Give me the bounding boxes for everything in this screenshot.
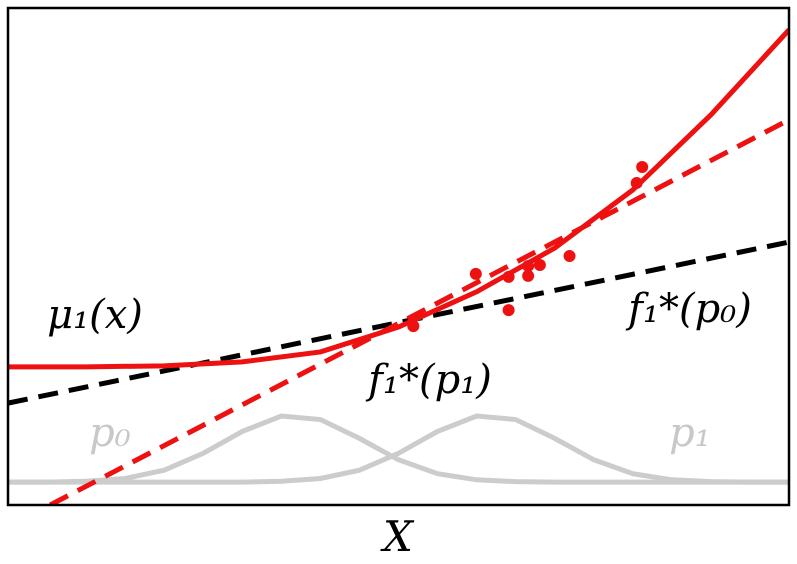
data-point [630,176,643,189]
annotation: μ₁(x) [47,292,143,338]
data-point [563,250,576,263]
x-axis-label: X [380,512,415,561]
data-point [522,269,535,282]
annotation: p₀ [89,410,131,456]
curve [8,239,789,406]
frame [6,6,791,507]
data-point [533,258,546,271]
curve [8,413,789,485]
data-point [502,304,515,317]
annotation: p₁ [669,410,711,456]
data-point [502,270,515,283]
annotation: f₁*(p₀) [625,286,752,332]
data-point [469,267,482,280]
annotation: f₁*(p₁) [365,357,492,403]
plot-area [8,28,789,505]
data-point [522,259,535,272]
data-point [636,161,649,174]
curve [8,28,789,370]
curve [8,413,789,485]
curve [49,117,789,505]
data-point [407,320,420,333]
